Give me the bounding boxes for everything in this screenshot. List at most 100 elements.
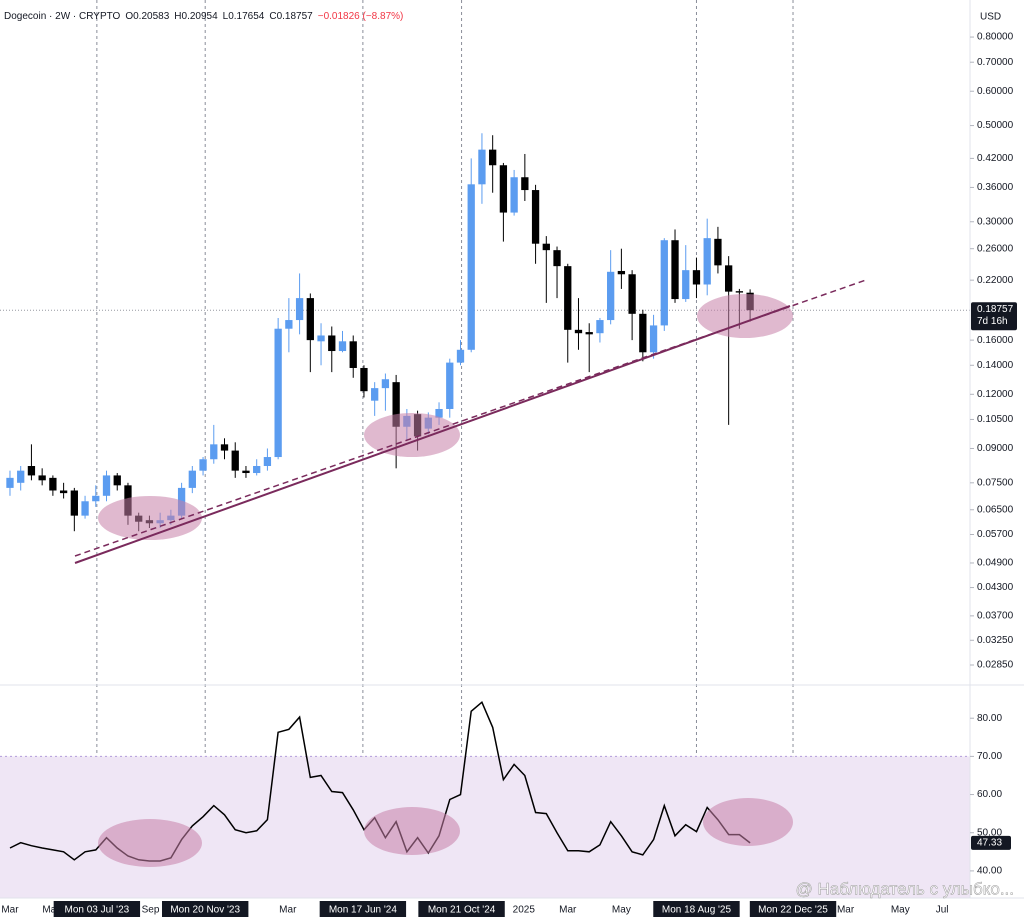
y-tick-label: 0.30000 bbox=[977, 216, 1014, 227]
y-tick-label: 0.09000 bbox=[977, 443, 1014, 454]
legend-item: Dogecoin · 2W · CRYPTO bbox=[4, 11, 121, 22]
x-tick-label: Mar bbox=[837, 905, 855, 916]
candle-body bbox=[692, 270, 701, 285]
candle-body bbox=[17, 470, 25, 483]
x-tick-label: Mon 22 Dec '25 bbox=[758, 905, 828, 916]
candle-body bbox=[392, 382, 400, 427]
y-tick-label: 0.06500 bbox=[977, 504, 1014, 515]
candle-body bbox=[306, 298, 314, 341]
y-tick-label: 0.04300 bbox=[977, 582, 1014, 593]
candle-body bbox=[59, 490, 68, 494]
legend-item: H0.20954 bbox=[174, 11, 218, 22]
candle-body bbox=[263, 457, 272, 467]
x-tick-label: Sep bbox=[142, 905, 160, 916]
x-tick-label: Jul bbox=[936, 905, 949, 916]
x-tick-label: May bbox=[42, 905, 61, 916]
candle-body bbox=[703, 238, 711, 285]
x-tick-label: Mon 18 Aug '25 bbox=[662, 905, 732, 916]
date-label-bg bbox=[653, 901, 740, 917]
labels: Mar May Mon 03 Jul '23 Sep Mon 20 Nov '23 Mar… bbox=[1, 32, 1017, 917]
y-tick-label: 0.12000 bbox=[977, 389, 1014, 400]
y-tick-label: 0.14000 bbox=[977, 360, 1014, 371]
candle-body bbox=[660, 240, 668, 326]
candle-body bbox=[585, 332, 593, 335]
x-tick-label: Mar bbox=[559, 905, 577, 916]
candle-body bbox=[81, 501, 89, 516]
countdown: 7d 16h bbox=[977, 316, 1008, 327]
candle-body bbox=[285, 320, 293, 329]
y-tick-label: 0.42000 bbox=[977, 153, 1014, 164]
candle-body bbox=[596, 320, 604, 334]
candle-body bbox=[231, 450, 239, 471]
candle-body bbox=[671, 240, 679, 300]
candle-body bbox=[639, 313, 647, 353]
y-tick-label: 0.22000 bbox=[977, 275, 1014, 286]
candle-body bbox=[521, 177, 529, 191]
y-tick-label: 0.03700 bbox=[977, 611, 1014, 622]
rsi-label-bg bbox=[971, 835, 1011, 850]
x-tick-label: Mar bbox=[279, 905, 297, 916]
legend-item: C0.18757 bbox=[269, 11, 313, 22]
candle-body bbox=[49, 477, 57, 491]
y-tick-label: 0.36000 bbox=[977, 182, 1014, 193]
highlight-ellipse bbox=[98, 496, 202, 540]
x-tick-label: 2025 bbox=[513, 905, 536, 916]
x-tick-label: Mon 03 Jul '23 bbox=[64, 905, 129, 916]
watermark: @ Наблюдатель с улыбко... bbox=[796, 879, 1014, 898]
candle-body bbox=[456, 349, 465, 363]
x-tick-label: Mon 17 Jun '24 bbox=[329, 905, 398, 916]
candle-body bbox=[682, 270, 690, 300]
y-tick-label: 0.02850 bbox=[977, 660, 1014, 671]
price-label-bg bbox=[971, 302, 1017, 331]
candle-body bbox=[188, 470, 196, 488]
candle-body bbox=[435, 408, 443, 418]
candle-body bbox=[381, 379, 390, 389]
candle-body bbox=[628, 274, 636, 314]
candle-body bbox=[725, 265, 733, 292]
highlight-ellipse bbox=[364, 807, 460, 855]
x-tick-label: May bbox=[612, 905, 631, 916]
candle-body bbox=[220, 444, 229, 451]
x-tick-label: Mon 20 Nov '23 bbox=[170, 905, 240, 916]
y-tick-label: 0.07500 bbox=[977, 477, 1014, 488]
date-label-bg bbox=[418, 901, 505, 917]
candle-body bbox=[553, 250, 561, 267]
candle-body bbox=[574, 329, 583, 334]
legend: Dogecoin · 2W · CRYPTO O0.20583 H0.20954 L0… bbox=[4, 11, 403, 22]
y-tick-label: 0.16000 bbox=[977, 335, 1014, 346]
candle-body bbox=[317, 335, 325, 342]
y-tick-label: 0.80000 bbox=[977, 32, 1014, 43]
candle-body bbox=[253, 466, 261, 474]
date-label-bg bbox=[53, 901, 141, 917]
candle-body bbox=[92, 495, 100, 502]
date-label-bg bbox=[319, 901, 407, 917]
candle-body bbox=[478, 149, 486, 185]
candle-body bbox=[27, 466, 36, 476]
candle-body bbox=[489, 149, 497, 166]
candle-body bbox=[467, 184, 475, 350]
legend-item: O0.20583 bbox=[125, 11, 169, 22]
candle-body bbox=[242, 470, 250, 474]
candle-body bbox=[102, 475, 111, 496]
y-tick-label: 0.04900 bbox=[977, 558, 1014, 569]
candle-body bbox=[371, 388, 379, 401]
y-tick-label: 50.00 bbox=[977, 827, 1002, 838]
candle-body bbox=[295, 298, 304, 321]
candle-body bbox=[199, 459, 207, 471]
candle-body bbox=[210, 444, 218, 460]
candle-body bbox=[349, 341, 357, 368]
candle-body bbox=[274, 328, 282, 458]
date-label-bg bbox=[161, 901, 249, 917]
price-label: 0.18757 bbox=[977, 304, 1014, 315]
highlight-ellipse bbox=[98, 819, 202, 867]
candle-body bbox=[617, 270, 626, 275]
y-tick-label: 80.00 bbox=[977, 713, 1002, 724]
x-tick-label: Mar bbox=[1, 905, 19, 916]
x-tick-label: Mon 21 Oct '24 bbox=[428, 905, 496, 916]
candle-body bbox=[542, 243, 550, 251]
candle-body bbox=[113, 475, 121, 486]
y-tick-label: 70.00 bbox=[977, 751, 1002, 762]
y-tick-label: 40.00 bbox=[977, 866, 1002, 877]
y-tick-label: 0.03250 bbox=[977, 635, 1014, 646]
